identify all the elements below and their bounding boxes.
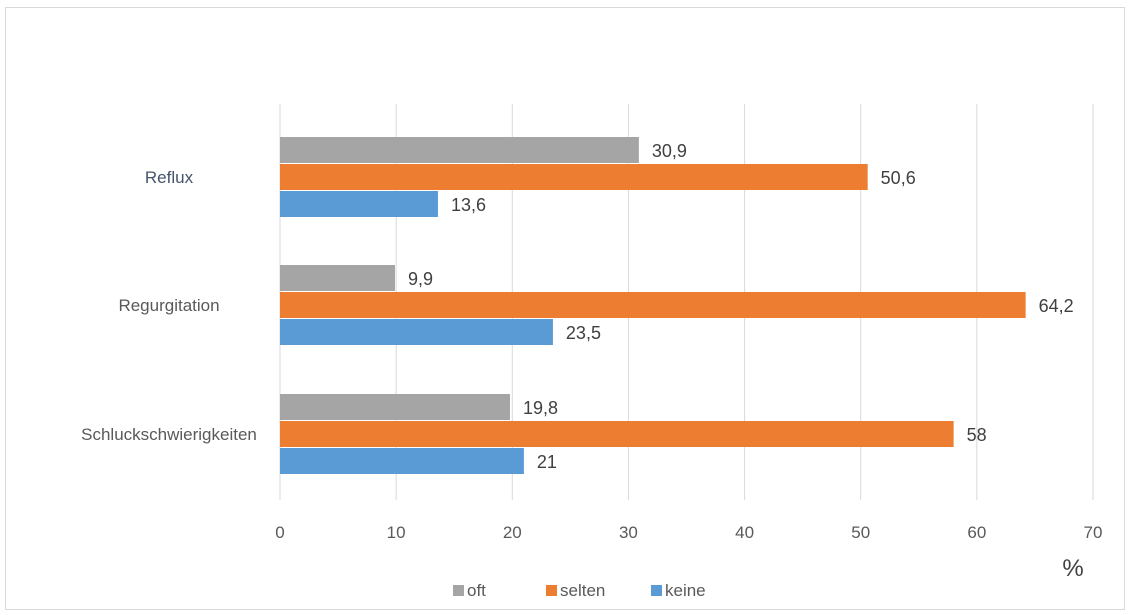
data-label: 30,9 — [652, 141, 687, 161]
legend-label-keine: keine — [665, 581, 706, 600]
x-tick-label: 60 — [967, 523, 986, 542]
bar-keine — [280, 319, 553, 345]
bar-chart: 30,9 50,6 13,6 9,9 64,2 23,5 19,8 58 21 0 10 20 30 4… — [81, 104, 1103, 600]
legend-label-oft: oft — [467, 581, 486, 600]
bar-oft — [280, 394, 510, 420]
bar-selten — [280, 421, 954, 447]
legend-label-selten: selten — [560, 581, 605, 600]
x-tick-label: 50 — [851, 523, 870, 542]
x-tick-label: 20 — [503, 523, 522, 542]
x-tick-label: 70 — [1084, 523, 1103, 542]
legend-swatch-selten — [546, 585, 557, 596]
bar-oft — [280, 265, 395, 291]
bar-selten — [280, 164, 868, 190]
data-label: 58 — [967, 425, 987, 445]
category-label: Schluckschwierigkeiten — [81, 425, 257, 444]
legend-swatch-oft — [453, 585, 464, 596]
data-label: 50,6 — [881, 168, 916, 188]
bar-selten — [280, 292, 1026, 318]
x-tick-label: 0 — [275, 523, 284, 542]
bar-keine — [280, 448, 524, 474]
x-tick-label: 40 — [735, 523, 754, 542]
data-label: 19,8 — [523, 398, 558, 418]
chart-frame: 30,9 50,6 13,6 9,9 64,2 23,5 19,8 58 21 0 10 20 30 4… — [5, 7, 1125, 610]
category-label: Regurgitation — [118, 296, 219, 315]
data-label: 13,6 — [451, 195, 486, 215]
data-label: 23,5 — [566, 323, 601, 343]
x-unit-label: % — [1062, 555, 1083, 582]
data-label: 9,9 — [408, 269, 433, 289]
x-tick-label: 10 — [387, 523, 406, 542]
category-label: Reflux — [145, 168, 194, 187]
bar-keine — [280, 191, 438, 217]
legend-swatch-keine — [651, 585, 662, 596]
data-label: 21 — [537, 452, 557, 472]
x-tick-label: 30 — [619, 523, 638, 542]
data-label: 64,2 — [1039, 296, 1074, 316]
bar-oft — [280, 137, 639, 163]
